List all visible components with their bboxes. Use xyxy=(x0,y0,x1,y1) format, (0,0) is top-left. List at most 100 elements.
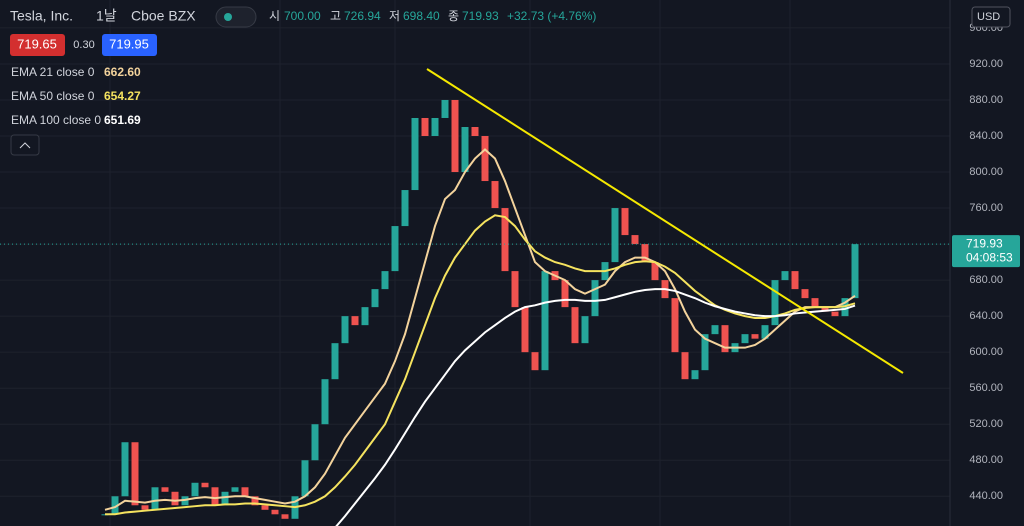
candle xyxy=(121,442,129,497)
exchange: Cboe BZX xyxy=(131,8,196,24)
candle xyxy=(751,334,759,339)
candle xyxy=(281,514,289,519)
legend-name: EMA 50 close 0 xyxy=(11,89,95,103)
candle xyxy=(561,280,569,308)
status-pill[interactable] xyxy=(215,6,257,28)
open: 700.00 xyxy=(284,9,321,23)
symbol: Tesla, Inc. xyxy=(10,8,73,24)
candle xyxy=(511,271,519,308)
candle xyxy=(421,117,429,137)
legend-name: EMA 100 close 0 xyxy=(11,113,101,127)
candle xyxy=(331,343,339,380)
y-tick-label: 640.00 xyxy=(969,310,1003,322)
price-badge-value: 719.93 xyxy=(966,236,1003,250)
y-tick-label: 560.00 xyxy=(969,382,1003,394)
candle xyxy=(681,352,689,380)
high: 726.94 xyxy=(344,9,381,23)
legend-name: EMA 21 close 0 xyxy=(11,65,95,79)
y-tick-label: 600.00 xyxy=(969,346,1003,358)
legend-value: 651.69 xyxy=(104,113,141,127)
y-tick-label: 520.00 xyxy=(969,418,1003,430)
candle xyxy=(491,181,499,209)
candle xyxy=(301,460,309,497)
candle xyxy=(381,271,389,290)
candle xyxy=(151,487,159,510)
candle xyxy=(831,311,839,317)
candle xyxy=(451,99,459,173)
candle xyxy=(431,117,439,137)
ask: 719.95 xyxy=(109,36,149,51)
candle xyxy=(471,126,479,137)
candle xyxy=(351,316,359,326)
candle xyxy=(691,370,699,380)
countdown: 04:08:53 xyxy=(966,250,1013,264)
y-tick-label: 440.00 xyxy=(969,490,1003,502)
candle xyxy=(611,208,619,263)
candle xyxy=(141,505,149,510)
sell-button[interactable] xyxy=(10,34,65,56)
y-tick-label: 880.00 xyxy=(969,94,1003,106)
candle xyxy=(251,496,259,506)
candle xyxy=(621,208,629,236)
candle xyxy=(201,482,209,488)
l-label: 저 xyxy=(389,9,400,23)
o-label: 시 xyxy=(269,9,280,23)
buy-button[interactable] xyxy=(102,34,157,56)
market-dot xyxy=(224,13,232,21)
candle xyxy=(501,208,509,272)
candle xyxy=(711,325,719,335)
change: +32.73 (+4.76%) xyxy=(507,9,596,23)
candle xyxy=(811,298,819,308)
c-label: 종 xyxy=(448,9,459,23)
candle xyxy=(161,487,169,492)
candle xyxy=(261,505,269,510)
ema-line xyxy=(105,214,856,516)
interval: 1날 xyxy=(96,8,117,24)
close: 719.93 xyxy=(462,9,499,23)
ema-line xyxy=(104,148,856,511)
candle xyxy=(531,352,539,371)
candle xyxy=(461,126,469,173)
trend-line xyxy=(426,68,904,374)
candle xyxy=(111,496,119,515)
y-tick-label: 800.00 xyxy=(969,166,1003,178)
candle xyxy=(311,424,319,461)
candle xyxy=(581,316,589,344)
candle xyxy=(571,307,579,344)
candle xyxy=(851,244,859,299)
candle xyxy=(821,307,829,312)
collapse-button[interactable] xyxy=(10,134,40,156)
candle xyxy=(341,316,349,344)
price-badge xyxy=(952,235,1020,268)
candle xyxy=(481,136,489,182)
candle xyxy=(361,307,369,326)
y-tick-label: 920.00 xyxy=(969,58,1003,70)
candle xyxy=(271,509,279,515)
y-tick-label: 760.00 xyxy=(969,202,1003,214)
candle xyxy=(631,235,639,245)
spread: 0.30 xyxy=(73,39,94,51)
candle xyxy=(401,190,409,227)
y-tick-label: 480.00 xyxy=(969,454,1003,466)
legend-value: 662.60 xyxy=(104,65,141,79)
candle xyxy=(701,334,709,371)
legend-value: 654.27 xyxy=(104,89,141,103)
candle xyxy=(801,289,809,299)
candle xyxy=(391,226,399,272)
ema-line xyxy=(335,288,856,526)
y-tick-label: 840.00 xyxy=(969,130,1003,142)
candle xyxy=(441,99,449,118)
candle xyxy=(651,262,659,281)
candle xyxy=(371,289,379,308)
currency: USD xyxy=(977,11,1000,23)
currency-button[interactable] xyxy=(971,6,1011,28)
candle xyxy=(761,325,769,339)
legend: EMA 21 close 0 662.60 EMA 50 close 0 654.27… xyxy=(11,65,141,127)
candle xyxy=(171,491,179,506)
low: 698.40 xyxy=(403,9,440,23)
candle xyxy=(521,307,529,353)
bid: 719.65 xyxy=(17,36,57,51)
candle xyxy=(211,487,219,506)
